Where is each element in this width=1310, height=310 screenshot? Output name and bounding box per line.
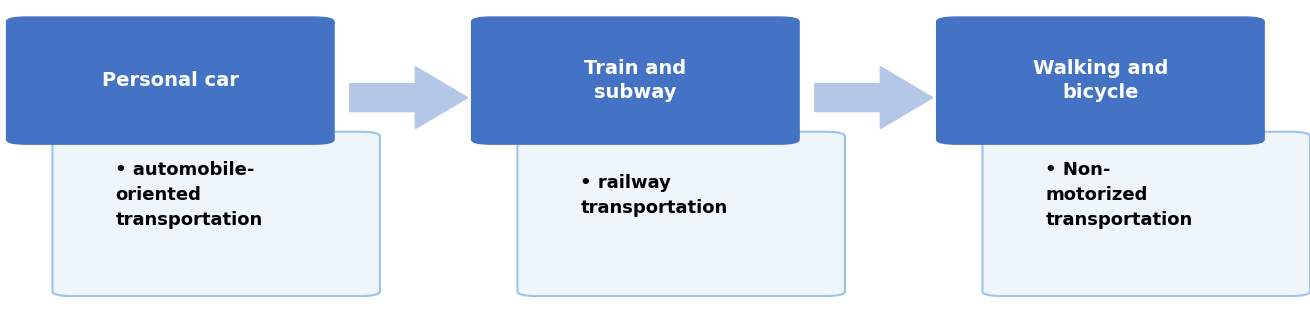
Text: Personal car: Personal car [102,71,238,90]
Polygon shape [350,67,468,129]
FancyBboxPatch shape [937,17,1264,144]
Polygon shape [815,67,933,129]
Text: Train and
subway: Train and subway [584,59,686,102]
FancyBboxPatch shape [52,132,380,296]
Text: • Non-
motorized
transportation: • Non- motorized transportation [1045,161,1192,229]
FancyBboxPatch shape [982,132,1310,296]
Text: • automobile-
oriented
transportation: • automobile- oriented transportation [115,161,262,229]
Text: • railway
transportation: • railway transportation [580,174,727,217]
FancyBboxPatch shape [472,17,799,144]
FancyBboxPatch shape [517,132,845,296]
Text: Walking and
bicycle: Walking and bicycle [1032,59,1169,102]
FancyBboxPatch shape [7,17,334,144]
